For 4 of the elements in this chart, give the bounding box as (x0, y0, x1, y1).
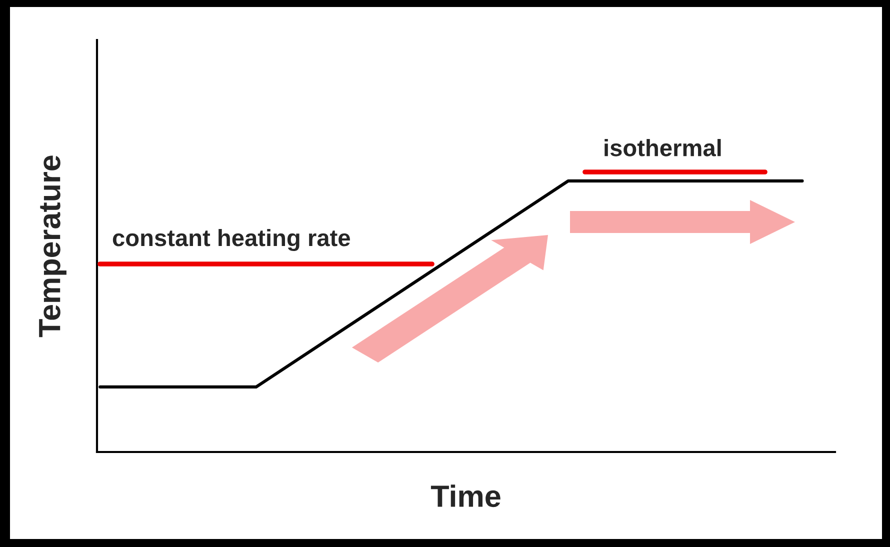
x-axis-title: Time (430, 484, 500, 508)
annotation: constant heating rate (112, 228, 350, 252)
text: isothermal (604, 138, 721, 156)
y-axis-title: Temperature (39, 156, 66, 338)
